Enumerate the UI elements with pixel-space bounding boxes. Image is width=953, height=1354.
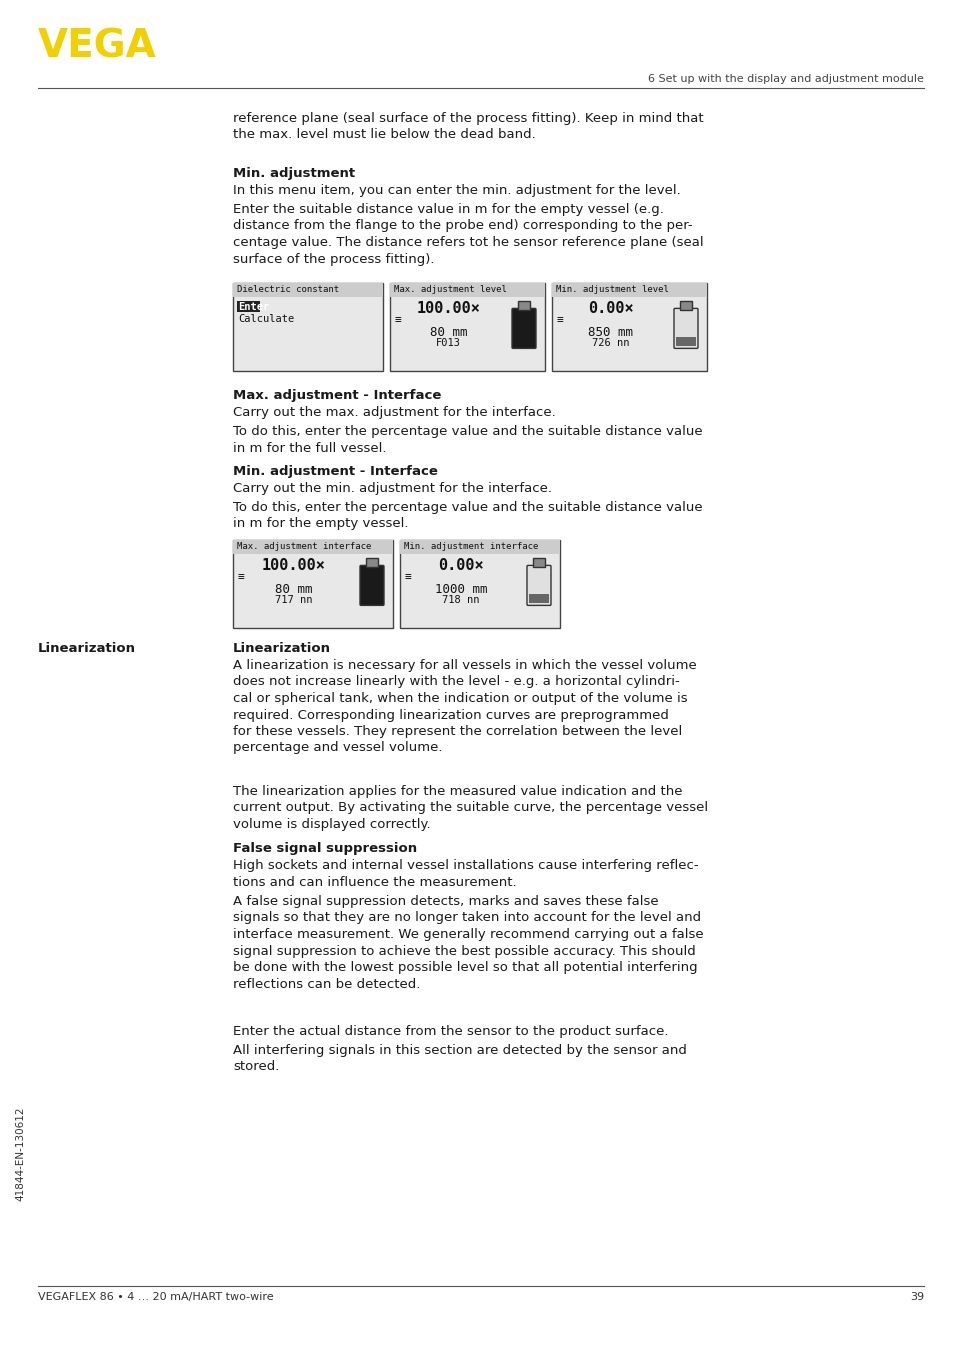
Bar [552,283,706,297]
Bar [517,302,530,310]
Bar [552,283,706,371]
Text: 0.00×: 0.00× [587,301,633,315]
Text: Dielectric constant: Dielectric constant [236,284,338,294]
FancyBboxPatch shape [512,309,536,348]
Text: reference plane (seal surface of the process fitting). Keep in mind that
the max: reference plane (seal surface of the pro… [233,112,703,142]
Text: The linearization applies for the measured value indication and the
current outp: The linearization applies for the measur… [233,785,707,831]
Text: Max. adjustment interface: Max. adjustment interface [236,542,371,551]
Text: 718 nn: 718 nn [442,594,479,605]
FancyBboxPatch shape [526,566,551,605]
Bar [529,594,548,604]
Text: 100.00×: 100.00× [416,301,480,315]
Bar [676,337,696,347]
Bar [390,283,544,371]
Text: Max. adjustment - Interface: Max. adjustment - Interface [233,389,441,402]
Text: All interfering signals in this section are detected by the sensor and
stored.: All interfering signals in this section … [233,1044,686,1074]
Bar [233,283,382,297]
Text: Carry out the max. adjustment for the interface.: Carry out the max. adjustment for the in… [233,406,556,418]
Text: VEGAFLEX 86 • 4 … 20 mA/HART two-wire: VEGAFLEX 86 • 4 … 20 mA/HART two-wire [38,1292,274,1303]
Text: F013: F013 [436,338,460,348]
Text: False signal suppression: False signal suppression [233,842,416,854]
Text: ≡: ≡ [405,571,412,582]
Text: Enter the actual distance from the sensor to the product surface.: Enter the actual distance from the senso… [233,1025,668,1039]
Text: 100.00×: 100.00× [262,558,326,573]
Bar [366,558,377,567]
Text: Enter the suitable distance value in m for the empty vessel (e.g.
distance from : Enter the suitable distance value in m f… [233,203,703,265]
Bar [399,540,559,554]
Text: VEGA: VEGA [38,28,156,66]
Text: To do this, enter the percentage value and the suitable distance value
in m for : To do this, enter the percentage value a… [233,501,702,531]
Text: 717 nn: 717 nn [275,594,313,605]
Text: 80 mm: 80 mm [429,326,467,338]
Text: A false signal suppression detects, marks and saves these false
signals so that : A false signal suppression detects, mark… [233,895,703,991]
Text: Calculate: Calculate [237,314,294,324]
Text: ≡: ≡ [557,315,563,325]
Text: Max. adjustment level: Max. adjustment level [394,284,506,294]
Text: 39: 39 [909,1292,923,1303]
Text: In this menu item, you can enter the min. adjustment for the level.: In this menu item, you can enter the min… [233,184,680,196]
Text: High sockets and internal vessel installations cause interfering reflec-
tions a: High sockets and internal vessel install… [233,858,698,888]
Bar [679,302,691,310]
FancyBboxPatch shape [673,309,698,348]
Text: 1000 mm: 1000 mm [435,584,487,596]
Text: Min. adjustment: Min. adjustment [233,167,355,180]
Text: Enter: Enter [237,302,269,311]
FancyBboxPatch shape [359,566,384,605]
Text: 850 mm: 850 mm [587,326,633,338]
Bar [399,540,559,628]
Bar [233,283,382,371]
Text: Carry out the min. adjustment for the interface.: Carry out the min. adjustment for the in… [233,482,552,496]
Text: Min. adjustment level: Min. adjustment level [556,284,668,294]
Text: ≡: ≡ [395,315,401,325]
Bar [233,540,393,554]
Text: Min. adjustment - Interface: Min. adjustment - Interface [233,464,437,478]
Text: 0.00×: 0.00× [437,558,483,573]
Text: To do this, enter the percentage value and the suitable distance value
in m for : To do this, enter the percentage value a… [233,425,702,455]
Text: A linearization is necessary for all vessels in which the vessel volume
does not: A linearization is necessary for all ves… [233,659,696,754]
Text: ≡: ≡ [237,571,245,582]
Bar [390,283,544,297]
Bar [533,558,544,567]
Text: Linearization: Linearization [233,642,331,655]
Bar [233,540,393,628]
Text: 41844-EN-130612: 41844-EN-130612 [15,1106,25,1201]
Text: 726 nn: 726 nn [591,338,629,348]
Text: 6 Set up with the display and adjustment module: 6 Set up with the display and adjustment… [647,74,923,84]
Text: Linearization: Linearization [38,642,136,655]
Text: Min. adjustment interface: Min. adjustment interface [403,542,537,551]
Text: 80 mm: 80 mm [275,584,313,596]
Bar [236,301,260,311]
